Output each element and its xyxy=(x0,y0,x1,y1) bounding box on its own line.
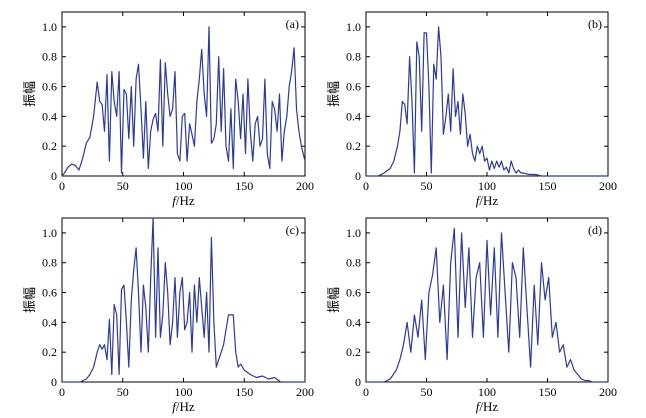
x-tick-label-a-0: 0 xyxy=(59,179,65,193)
y-tick-label-c-2: 0.4 xyxy=(42,315,57,329)
x-axis-label-var-c: f xyxy=(172,399,178,414)
y-tick-label-a-5: 1.0 xyxy=(42,20,57,34)
y-tick-label-a-1: 0.2 xyxy=(42,139,57,153)
panel-label-a: (a) xyxy=(286,17,299,31)
y-tick-label-c-3: 0.6 xyxy=(42,286,57,300)
x-axis-label-unit-a: /Hz xyxy=(176,193,195,208)
y-tick-label-a-0: 0 xyxy=(51,169,57,183)
x-tick-label-a-50: 50 xyxy=(117,179,129,193)
y-tick-label-a-2: 0.4 xyxy=(42,109,57,123)
x-tick-label-a-100: 100 xyxy=(175,179,193,193)
x-tick-label-d-150: 150 xyxy=(539,385,557,399)
x-axis-label-b: f/Hz xyxy=(476,193,499,208)
panel-label-c: (c) xyxy=(286,223,299,237)
x-axis-label-unit-d: /Hz xyxy=(479,399,498,414)
x-tick-label-b-200: 200 xyxy=(599,179,617,193)
x-tick-label-b-100: 100 xyxy=(478,179,496,193)
y-tick-label-b-0: 0 xyxy=(355,169,361,183)
panel-label-d: (d) xyxy=(588,223,602,237)
y-tick-label-d-2: 0.4 xyxy=(346,315,361,329)
y-tick-label-d-4: 0.8 xyxy=(346,256,361,270)
series-line-b xyxy=(366,26,608,177)
panel-label-b: (b) xyxy=(588,17,602,31)
x-axis-label-var-b: f xyxy=(476,193,482,208)
x-axis-label-a: f/Hz xyxy=(172,193,195,208)
series-line-d xyxy=(366,227,608,383)
x-tick-label-d-0: 0 xyxy=(363,385,369,399)
y-tick-label-a-3: 0.6 xyxy=(42,80,57,94)
x-tick-label-b-0: 0 xyxy=(363,179,369,193)
series-line-a xyxy=(61,26,306,177)
y-tick-label-b-5: 1.0 xyxy=(346,20,361,34)
y-tick-label-d-1: 0.2 xyxy=(346,345,361,359)
panel-c: 0 50 100 150 200 0 0.2 0.4 0.6 0.8 1.0 f/Hz 振幅 (c) xyxy=(22,217,314,414)
x-axis-label-unit-c: /Hz xyxy=(176,399,195,414)
y-tick-label-d-5: 1.0 xyxy=(346,226,361,240)
x-tick-label-a-150: 150 xyxy=(235,179,253,193)
y-tick-label-b-2: 0.4 xyxy=(346,109,361,123)
y-tick-label-a-4: 0.8 xyxy=(42,50,57,64)
x-tick-label-c-50: 50 xyxy=(117,385,129,399)
y-tick-label-c-0: 0 xyxy=(51,375,57,389)
y-tick-label-c-1: 0.2 xyxy=(42,345,57,359)
x-axis-label-c: f/Hz xyxy=(172,399,195,414)
x-tick-label-b-50: 50 xyxy=(421,179,433,193)
y-tick-label-c-4: 0.8 xyxy=(42,256,57,270)
x-tick-label-d-200: 200 xyxy=(599,385,617,399)
y-tick-label-b-4: 0.8 xyxy=(346,50,361,64)
x-tick-label-d-100: 100 xyxy=(478,385,496,399)
y-tick-label-b-3: 0.6 xyxy=(346,80,361,94)
x-tick-label-c-200: 200 xyxy=(296,385,314,399)
x-tick-label-a-200: 200 xyxy=(296,179,314,193)
panel-d: 0 50 100 150 200 0 0.2 0.4 0.6 0.8 1.0 f/Hz 振幅 (d) xyxy=(326,217,617,414)
y-tick-label-c-5: 1.0 xyxy=(42,226,57,240)
x-axis-label-var-d: f xyxy=(476,399,482,414)
x-tick-label-d-50: 50 xyxy=(421,385,433,399)
plot-frame-b xyxy=(365,11,609,177)
panel-a: 0 50 100 150 200 0 0.2 0.4 0.6 0.8 1.0 f/Hz 振幅 (a) xyxy=(22,11,314,208)
x-tick-label-c-100: 100 xyxy=(175,385,193,399)
panel-b: 0 50 100 150 200 0 0.2 0.4 0.6 0.8 1.0 f/Hz 振幅 (b) xyxy=(326,11,617,208)
y-tick-label-b-1: 0.2 xyxy=(346,139,361,153)
x-axis-label-var-a: f xyxy=(172,193,178,208)
y-tick-label-d-0: 0 xyxy=(355,375,361,389)
y-axis-label-a: 振幅 xyxy=(22,81,37,107)
series-line-c xyxy=(62,217,305,383)
y-axis-label-b: 振幅 xyxy=(326,81,341,107)
y-axis-label-d: 振幅 xyxy=(326,287,341,313)
y-tick-label-d-3: 0.6 xyxy=(346,286,361,300)
x-axis-label-d: f/Hz xyxy=(476,399,499,414)
y-axis-label-c: 振幅 xyxy=(22,287,37,313)
x-tick-label-c-0: 0 xyxy=(59,385,65,399)
x-tick-label-b-150: 150 xyxy=(539,179,557,193)
x-axis-label-unit-b: /Hz xyxy=(479,193,498,208)
x-tick-label-c-150: 150 xyxy=(235,385,253,399)
